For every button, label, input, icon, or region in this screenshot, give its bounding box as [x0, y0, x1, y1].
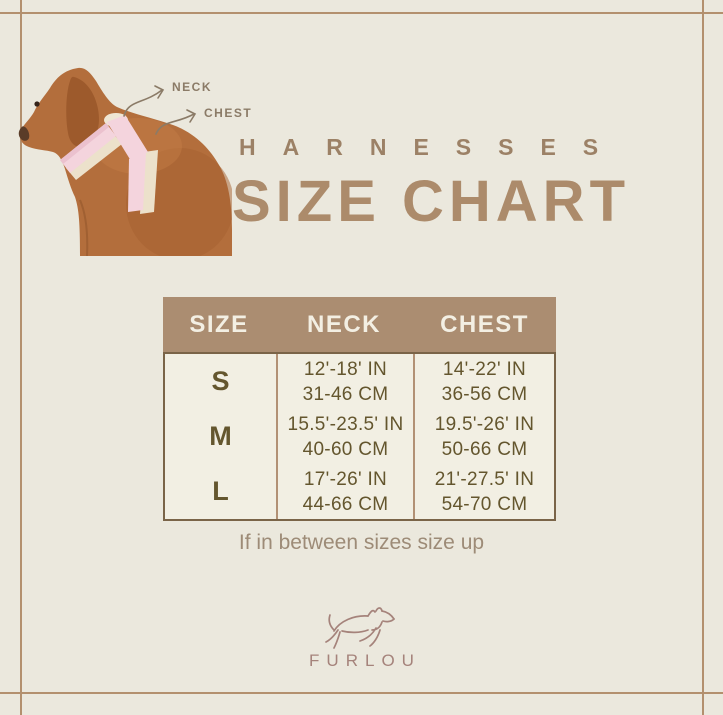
neck-cm: 40-60 CM — [302, 438, 389, 460]
neck-arrowhead — [154, 85, 165, 99]
neck-arrow — [123, 89, 163, 117]
column-header-chest: CHEST — [440, 310, 529, 338]
neck-inches: 17'-26' IN — [303, 468, 388, 490]
frame-line-right — [702, 0, 704, 715]
chest-inches: 21'-27.5' IN — [434, 468, 535, 490]
frame-line-top — [0, 12, 723, 14]
sizing-footnote: If in between sizes size up — [238, 531, 485, 554]
chest-cm: 36-56 CM — [441, 383, 528, 405]
title-kicker: HARNESSES — [239, 134, 626, 160]
neck-cm: 44-66 CM — [302, 493, 389, 515]
table-row-large: L 17'-26' IN 44-66 CM 21'-27.5' IN 54-70… — [165, 464, 554, 519]
chest-inches: 14'-22' IN — [442, 358, 527, 380]
leaping-dog-icon — [324, 607, 395, 649]
size-table: SIZE NECK CHEST S 12'-18' IN 31-46 CM 14… — [163, 297, 556, 521]
dog-photo — [12, 62, 234, 260]
neck-annotation-label: NECK — [172, 80, 213, 94]
chest-cm: 50-66 CM — [441, 438, 528, 460]
size-label: M — [209, 421, 232, 451]
chest-annotation-label: CHEST — [204, 106, 253, 120]
table-row-small: S 12'-18' IN 31-46 CM 14'-22' IN 36-56 C… — [165, 354, 554, 409]
dog-illustration — [18, 67, 234, 260]
column-header-size: SIZE — [189, 310, 249, 338]
neck-inches: 15.5'-23.5' IN — [287, 413, 404, 435]
chest-inches: 19.5'-26' IN — [434, 413, 535, 435]
neck-cm: 31-46 CM — [302, 383, 389, 405]
chest-arrow — [155, 113, 195, 135]
frame-line-left — [20, 0, 22, 715]
brand-name: FURLOU — [309, 651, 421, 670]
page-title: SIZE CHART — [232, 169, 630, 234]
table-body: S 12'-18' IN 31-46 CM 14'-22' IN 36-56 C… — [163, 352, 556, 521]
size-label: S — [211, 366, 230, 396]
chest-arrowhead — [186, 109, 197, 123]
annotation-arrows — [123, 85, 197, 135]
size-label: L — [212, 476, 229, 506]
table-row-medium: M 15.5'-23.5' IN 40-60 CM 19.5'-26' IN 5… — [165, 409, 554, 464]
column-header-neck: NECK — [306, 310, 381, 338]
chest-cm: 54-70 CM — [441, 493, 528, 515]
brand-logo: FURLOU — [0, 602, 723, 671]
table-header-row: SIZE NECK CHEST — [163, 297, 556, 352]
neck-inches: 12'-18' IN — [303, 358, 388, 380]
frame-line-bottom — [0, 692, 723, 694]
